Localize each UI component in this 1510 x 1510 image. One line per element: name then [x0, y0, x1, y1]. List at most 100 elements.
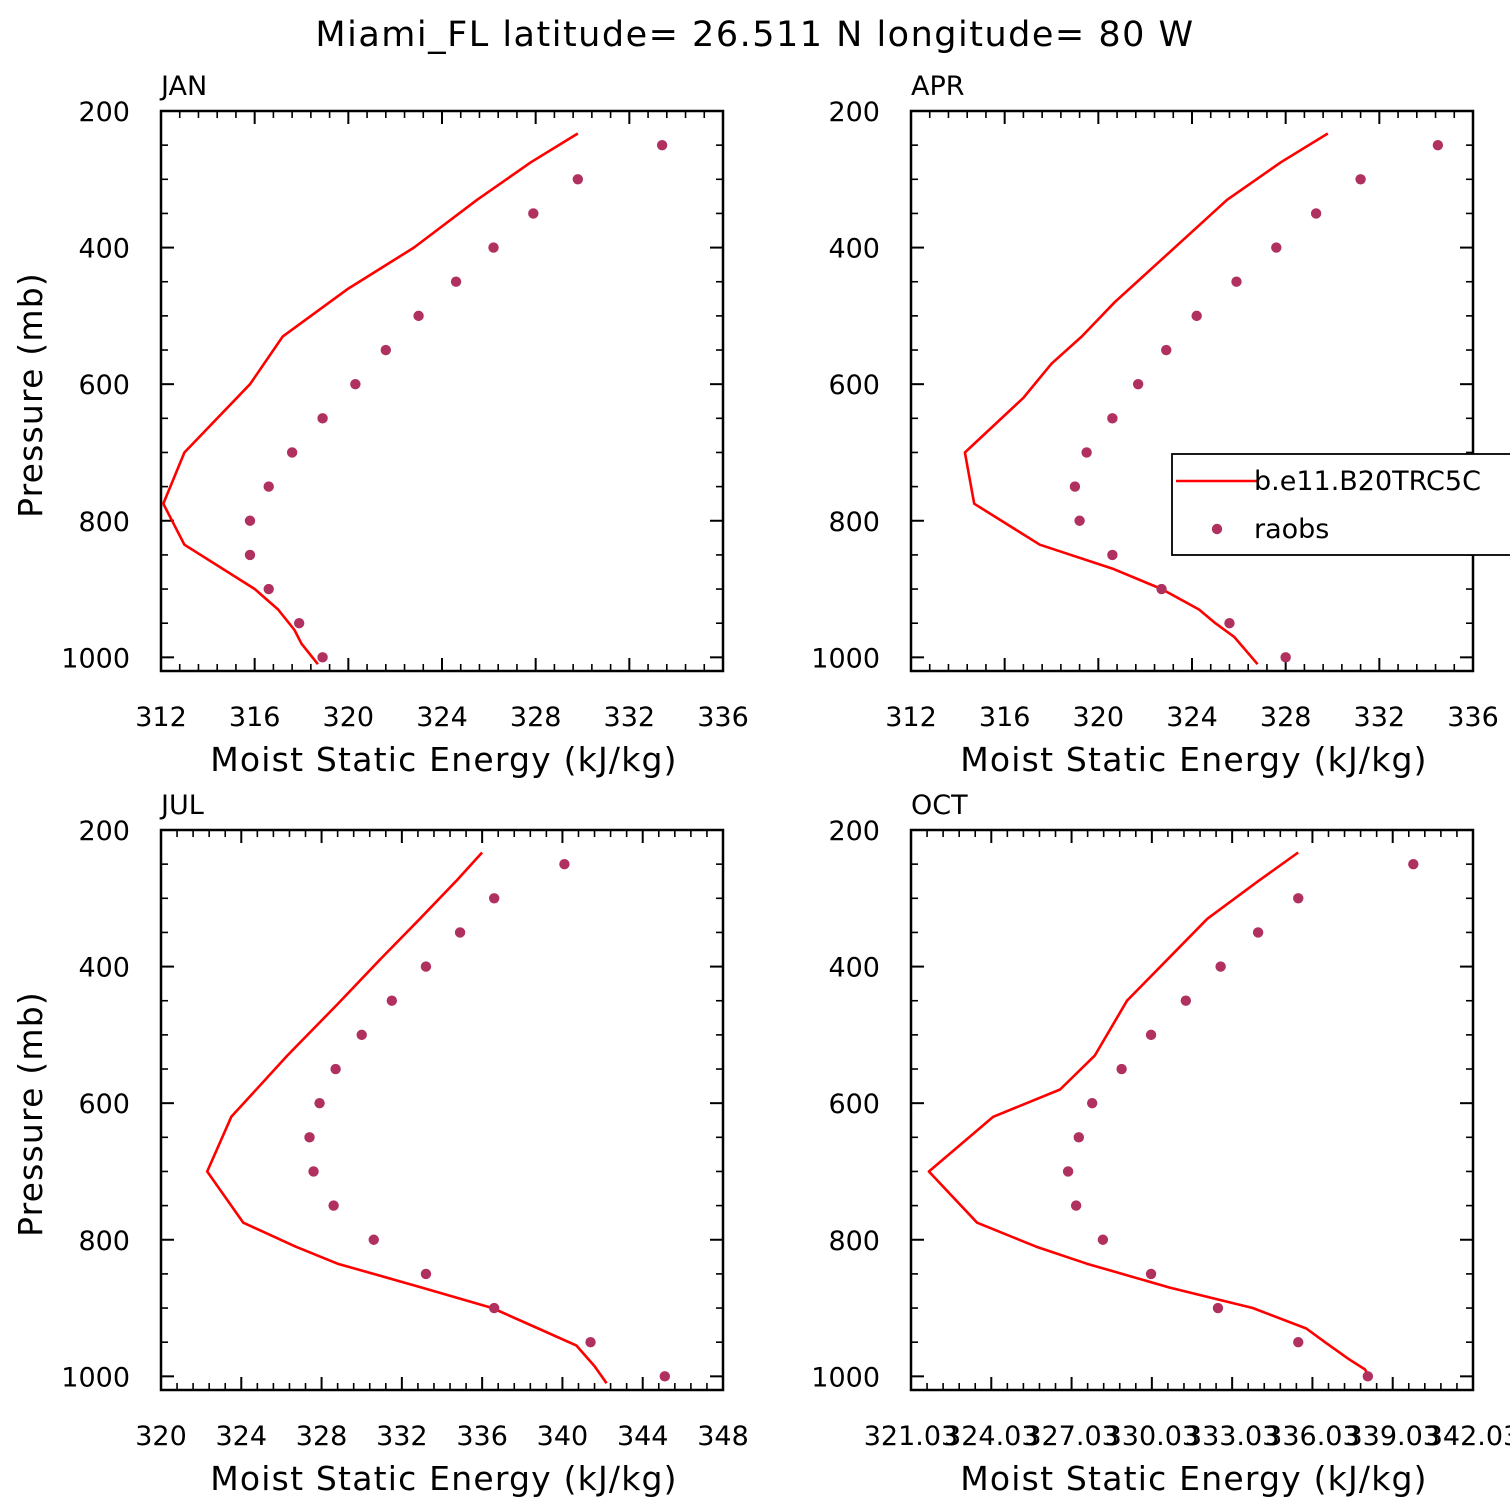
raobs-point: [1224, 617, 1235, 629]
panel-apr: APR 312 316 320 324 328 332 336 200 400 600 800 1000…: [811, 71, 1510, 779]
x-tick-label: 339.03: [1345, 1421, 1439, 1452]
x-axis-label: Moist Static Energy (kJ/kg): [210, 1459, 678, 1498]
raobs-point: [1432, 139, 1444, 151]
x-tick-label: 312: [885, 702, 937, 733]
raobs-point: [488, 1302, 500, 1314]
raobs-point: [450, 276, 462, 287]
x-tick-label: 336.03: [1265, 1421, 1359, 1452]
raobs-point: [1097, 1234, 1109, 1245]
panel-label: JAN: [159, 71, 207, 102]
y-axis-label: Pressure (mb): [11, 991, 50, 1237]
x-tick-label: 340: [537, 1421, 589, 1452]
y-tick-label: 800: [78, 507, 130, 538]
y-tick-label: 400: [828, 234, 880, 265]
raobs-point: [1081, 447, 1092, 458]
raobs-point: [1116, 1063, 1127, 1075]
y-axis-label: Pressure (mb): [11, 272, 50, 518]
raobs-point: [659, 1371, 670, 1382]
raobs-point: [1107, 549, 1118, 561]
y-tick-label: 600: [78, 1089, 130, 1120]
raobs-point: [1156, 583, 1167, 595]
raobs-point: [244, 549, 256, 561]
legend-label-raobs: raobs: [1254, 514, 1329, 545]
raobs-point: [263, 481, 274, 492]
legend-point-swatch: [1211, 523, 1223, 535]
raobs-point: [488, 893, 500, 904]
legend: b.e11.B20TRC5C raobs: [1171, 453, 1510, 556]
y-tick-label: 1000: [811, 1362, 880, 1393]
raobs-point: [368, 1234, 379, 1245]
x-tick-label: 342.03: [1426, 1421, 1510, 1452]
raobs-point: [1215, 961, 1226, 972]
raobs-point: [1074, 515, 1085, 526]
raobs-point: [380, 344, 391, 356]
x-tick-label: 336: [456, 1421, 508, 1452]
raobs-point: [420, 961, 432, 972]
raobs-point: [328, 1200, 339, 1211]
panel-jan: JAN 312 316 320 324 328 332 336 200 400 600 800 1000…: [11, 71, 749, 779]
x-axis-label: Moist Static Energy (kJ/kg): [960, 740, 1428, 779]
raobs-point: [454, 927, 466, 938]
raobs-point: [585, 1336, 596, 1348]
raobs-point: [1069, 481, 1081, 492]
raobs-point: [1293, 893, 1304, 904]
model-series-line: [963, 132, 1329, 666]
raobs-point: [1062, 1166, 1074, 1177]
x-tick-label: 320: [323, 702, 375, 733]
y-tick-label: 400: [78, 234, 130, 265]
y-tick-label: 200: [828, 816, 880, 847]
x-tick-label: 324: [216, 1421, 268, 1452]
x-tick-label: 348: [697, 1421, 749, 1452]
raobs-point: [386, 995, 398, 1006]
raobs-point: [356, 1029, 367, 1041]
x-tick-label: 336: [697, 702, 749, 733]
model-series-line: [927, 851, 1372, 1381]
raobs-point: [286, 447, 298, 458]
raobs-point: [656, 139, 668, 151]
raobs-point: [413, 310, 424, 322]
raobs-point: [1107, 413, 1118, 424]
y-tick-label: 600: [828, 1089, 880, 1120]
raobs-point: [1132, 378, 1144, 390]
x-tick-label: 328: [1260, 702, 1312, 733]
legend-box: [1171, 453, 1510, 556]
y-tick-label: 1000: [61, 643, 130, 674]
x-tick-label: 312: [135, 702, 187, 733]
raobs-point: [420, 1268, 432, 1280]
x-tick-label: 324: [416, 702, 468, 733]
plot-frame: [159, 828, 725, 1392]
y-tick-label: 600: [828, 370, 880, 401]
y-tick-label: 1000: [811, 643, 880, 674]
raobs-point: [1271, 242, 1282, 253]
data-layer: [205, 851, 670, 1384]
raobs-point: [1161, 344, 1172, 356]
raobs-point: [308, 1166, 319, 1177]
data-layer: [963, 132, 1444, 666]
data-layer: [162, 132, 668, 666]
raobs-point: [1191, 310, 1202, 322]
panel-label: APR: [911, 71, 965, 102]
raobs-point: [488, 242, 499, 253]
x-tick-label: 327.03: [1024, 1421, 1118, 1452]
raobs-point: [1293, 1336, 1304, 1348]
raobs-point: [1086, 1097, 1098, 1109]
raobs-point: [1180, 995, 1192, 1006]
raobs-point: [1408, 858, 1419, 870]
raobs-point: [1252, 927, 1264, 938]
figure-title: Miami_FL latitude= 26.511 N longitude= 8…: [315, 15, 1194, 55]
y-tick-label: 200: [78, 816, 130, 847]
x-tick-label: 320: [1073, 702, 1125, 733]
x-tick-label: 333.03: [1185, 1421, 1279, 1452]
x-tick-label: 321.03: [864, 1421, 958, 1452]
y-tick-label: 800: [828, 1226, 880, 1257]
raobs-point: [244, 515, 256, 526]
y-tick-label: 600: [78, 370, 130, 401]
panel-label: OCT: [911, 790, 968, 821]
raobs-point: [1231, 276, 1242, 287]
raobs-point: [1362, 1371, 1374, 1382]
raobs-point: [317, 413, 328, 424]
x-tick-label: 324.03: [944, 1421, 1038, 1452]
plot-frame: [909, 109, 1475, 673]
x-tick-label: 330.03: [1105, 1421, 1199, 1452]
x-tick-label: 316: [229, 702, 281, 733]
